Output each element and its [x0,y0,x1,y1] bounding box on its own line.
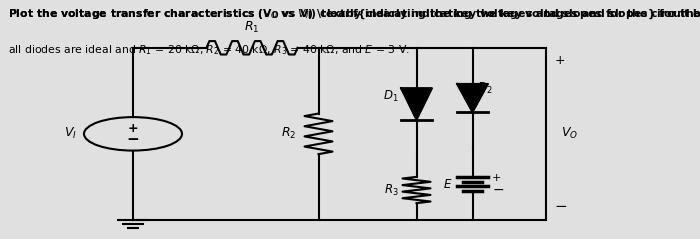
Text: $E$: $E$ [444,178,453,190]
Text: +: + [127,122,139,135]
Polygon shape [401,88,432,120]
Text: +: + [492,173,501,183]
Text: +: + [554,54,565,67]
Text: Plot the voltage transfer characteristics ($\mathbf{V_O}$ vs $\mathbf{V_I}$) cle: Plot the voltage transfer characteristic… [8,7,700,21]
Text: −: − [492,183,504,197]
Text: $D_2$: $D_2$ [477,81,492,96]
Text: $R_2$: $R_2$ [281,126,296,141]
Text: $V_I$: $V_I$ [64,126,77,141]
Text: $V_O$: $V_O$ [561,126,578,141]
Polygon shape [457,84,488,112]
Text: $R_1$: $R_1$ [244,20,260,35]
Text: −: − [554,199,567,214]
Text: $R_3$: $R_3$ [384,182,399,198]
Text: $D_1$: $D_1$ [384,89,399,104]
Text: −: − [127,132,139,147]
Text: Plot the voltage transfer characteristics ($V_O$ vs $V_I$) \textbf{clearly indic: Plot the voltage transfer characteristic… [8,7,700,21]
Text: all diodes are ideal and $R_1$ = 20 k$\Omega$, $R_2$ = 40 k$\Omega$, $R_3$ = 40 : all diodes are ideal and $R_1$ = 20 k$\O… [8,43,410,57]
